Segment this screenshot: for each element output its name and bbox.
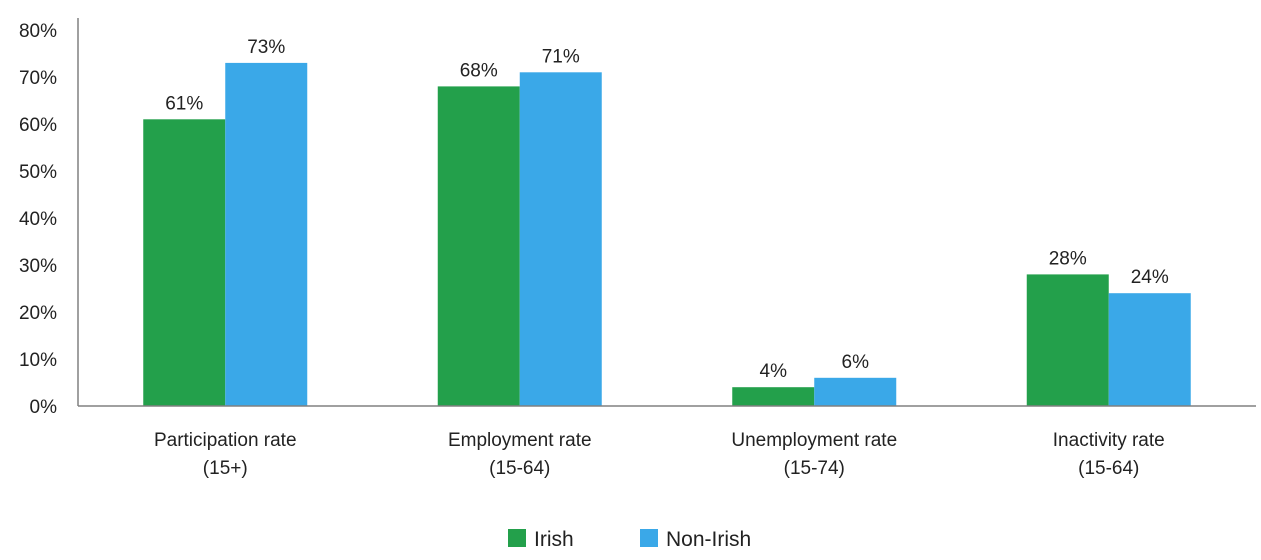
data-label: 73% — [247, 37, 285, 58]
y-tick-label: 0% — [30, 397, 58, 418]
bar-non-irish-2 — [814, 377, 897, 406]
data-label: 24% — [1131, 267, 1169, 288]
y-tick-label: 40% — [19, 209, 57, 230]
data-label: 68% — [460, 60, 498, 81]
bar-non-irish-3 — [1108, 293, 1191, 406]
x-tick-label: Participation rate — [154, 430, 297, 451]
y-tick-label: 10% — [19, 350, 57, 371]
legend-label: Irish — [534, 528, 574, 551]
y-tick-label: 70% — [19, 68, 57, 89]
y-tick-label: 30% — [19, 256, 57, 277]
legend-label: Non-Irish — [666, 528, 751, 551]
data-label: 71% — [542, 46, 580, 67]
data-label: 6% — [842, 352, 870, 373]
x-tick-label: (15-74) — [784, 458, 845, 479]
x-tick-label: (15-64) — [1078, 458, 1139, 479]
legend-swatch-non-irish — [640, 529, 658, 547]
data-label: 28% — [1049, 248, 1087, 269]
bar-non-irish-0 — [225, 62, 308, 407]
x-tick-label: (15+) — [203, 458, 248, 479]
y-tick-label: 60% — [19, 115, 57, 136]
bar-irish-0 — [143, 119, 226, 407]
y-tick-label: 80% — [19, 21, 57, 42]
x-tick-label: (15-64) — [489, 458, 550, 479]
y-tick-label: 50% — [19, 162, 57, 183]
bar-irish-2 — [732, 387, 815, 406]
x-tick-label: Inactivity rate — [1053, 430, 1165, 451]
bar-non-irish-1 — [519, 72, 602, 407]
x-tick-label: Employment rate — [448, 430, 592, 451]
y-tick-label: 20% — [19, 303, 57, 324]
data-label: 61% — [165, 93, 203, 114]
x-tick-label: Unemployment rate — [731, 430, 897, 451]
bar-irish-3 — [1026, 274, 1109, 406]
data-label: 4% — [760, 361, 788, 382]
bar-irish-1 — [437, 86, 520, 407]
legend-swatch-irish — [508, 529, 526, 547]
